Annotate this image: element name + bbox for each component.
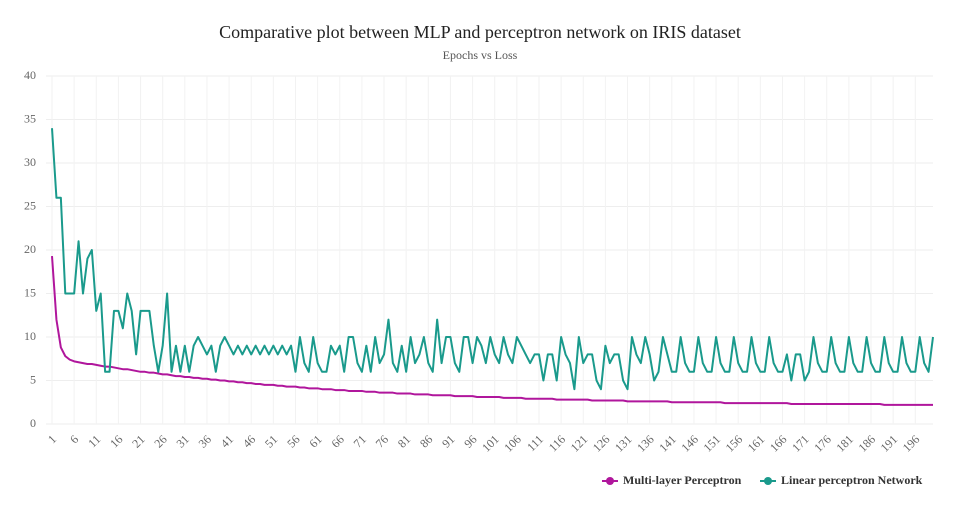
x-tick-label: 146 — [678, 432, 701, 455]
y-tick-label: 15 — [24, 285, 36, 299]
x-tick-label: 61 — [306, 432, 324, 450]
series-line — [51, 256, 933, 406]
x-tick-label: 76 — [373, 432, 391, 450]
x-tick-label: 176 — [811, 432, 834, 455]
x-tick-label: 121 — [568, 432, 591, 455]
x-tick-label: 166 — [767, 432, 790, 455]
x-tick-label: 46 — [240, 432, 258, 450]
x-tick-label: 41 — [218, 432, 236, 450]
chart-title: Comparative plot between MLP and percept… — [219, 22, 741, 42]
x-tick-label: 71 — [351, 432, 369, 450]
y-tick-label: 0 — [30, 416, 36, 430]
x-tick-label: 56 — [284, 432, 302, 450]
x-tick-label: 16 — [107, 432, 125, 450]
legend-marker[interactable] — [606, 477, 614, 485]
x-tick-label: 21 — [129, 432, 147, 450]
y-tick-label: 35 — [24, 111, 36, 125]
x-tick-label: 101 — [479, 432, 502, 455]
legend-marker[interactable] — [764, 477, 772, 485]
x-tick-label: 26 — [151, 432, 169, 450]
x-tick-label: 141 — [656, 432, 679, 455]
series-line — [51, 128, 934, 391]
y-tick-label: 30 — [24, 155, 36, 169]
x-tick-label: 51 — [262, 432, 280, 450]
x-tick-label: 171 — [789, 432, 812, 455]
x-tick-label: 151 — [701, 432, 724, 455]
x-tick-label: 126 — [590, 432, 613, 455]
x-tick-label: 156 — [723, 432, 746, 455]
x-tick-label: 191 — [878, 432, 901, 455]
y-tick-label: 40 — [24, 68, 36, 82]
x-tick-label: 136 — [634, 432, 657, 455]
x-tick-label: 1 — [45, 432, 59, 446]
x-tick-label: 161 — [745, 432, 768, 455]
x-tick-label: 11 — [85, 432, 103, 450]
x-tick-label: 86 — [417, 432, 435, 450]
x-tick-label: 181 — [833, 432, 856, 455]
y-tick-label: 10 — [24, 329, 36, 343]
x-tick-label: 36 — [196, 432, 214, 450]
y-tick-label: 20 — [24, 242, 36, 256]
x-tick-label: 91 — [439, 432, 457, 450]
x-tick-label: 6 — [67, 432, 81, 446]
x-tick-label: 106 — [501, 432, 524, 455]
chart-subtitle: Epochs vs Loss — [443, 48, 518, 62]
x-tick-label: 96 — [461, 432, 479, 450]
x-tick-label: 131 — [612, 432, 635, 455]
x-tick-label: 66 — [328, 432, 346, 450]
x-tick-label: 111 — [524, 432, 546, 454]
x-tick-label: 116 — [546, 432, 568, 454]
y-tick-label: 5 — [30, 372, 36, 386]
legend-label[interactable]: Linear perceptron Network — [781, 473, 923, 487]
x-tick-label: 196 — [900, 432, 923, 455]
x-tick-label: 31 — [173, 432, 191, 450]
x-tick-label: 186 — [855, 432, 878, 455]
legend-label[interactable]: Multi-layer Perceptron — [623, 473, 742, 487]
x-tick-label: 81 — [395, 432, 413, 450]
y-tick-label: 25 — [24, 198, 36, 212]
